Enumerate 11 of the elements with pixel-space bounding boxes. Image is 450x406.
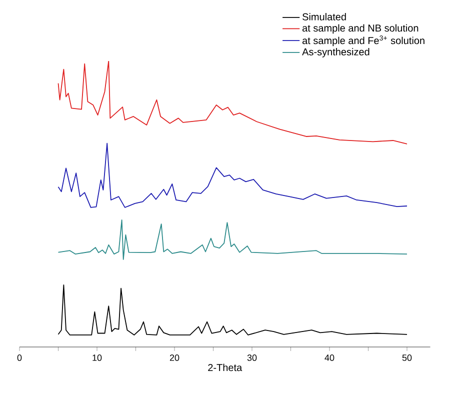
legend-label: As-synthesized [302, 48, 370, 58]
legend-label: at sample and NB solution [302, 24, 418, 34]
x-tick-label: 10 [92, 354, 102, 361]
legend-label: at sample and Fe$^{3+}$ solution [302, 36, 424, 46]
x-axis-title: 2-Theta [208, 364, 242, 372]
x-tick-label: 50 [402, 354, 412, 361]
x-tick-label: 20 [170, 354, 180, 361]
x-tick-label: 0 [17, 354, 22, 361]
x-tick-label: 30 [247, 354, 257, 361]
x-tick-label: 40 [324, 354, 334, 361]
legend-label: Simulated [302, 13, 346, 20]
